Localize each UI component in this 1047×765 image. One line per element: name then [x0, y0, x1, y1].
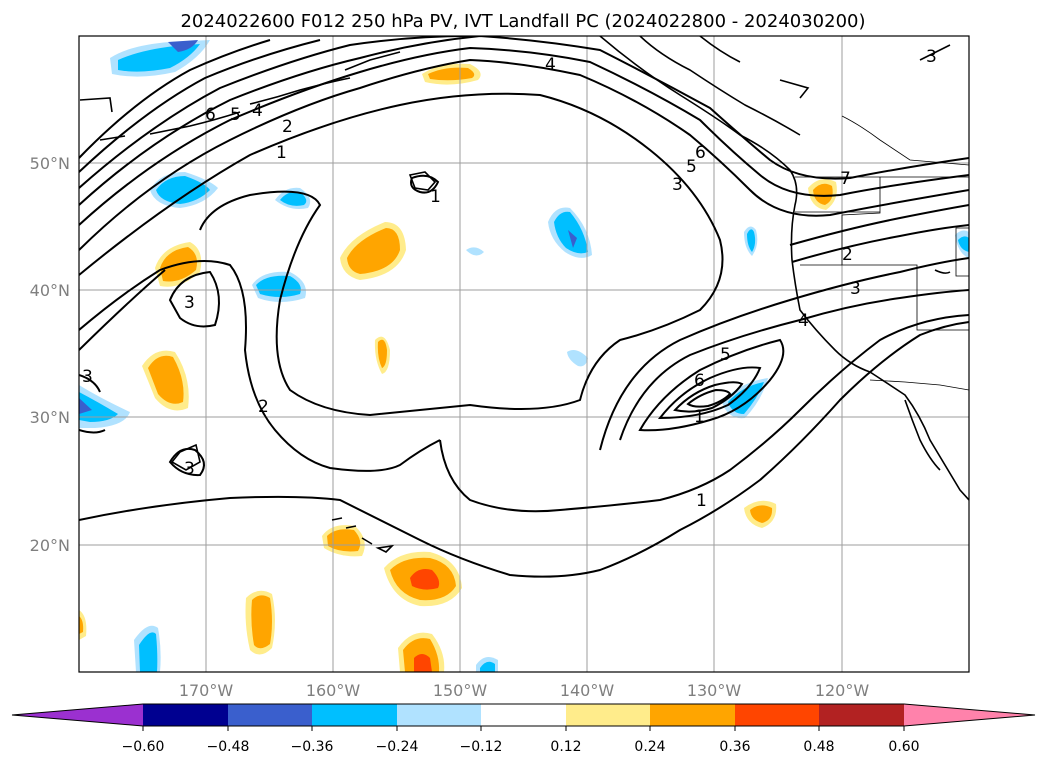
- colorbar-tick-label: −0.24: [376, 739, 419, 755]
- colorbar-tick-label: 0.60: [888, 739, 919, 755]
- contour-label: 4: [545, 55, 556, 75]
- negative-anomaly-patches: [79, 40, 969, 672]
- contour-label: 1: [276, 143, 287, 163]
- contour-label: 1: [696, 491, 707, 511]
- map-content: 6 5 4 2 1 1 4 6 5 3 7 2 3 4 3 2 3 3 6 5 …: [79, 36, 969, 672]
- map-frame: [78, 35, 970, 673]
- colorbar-segment: [566, 704, 650, 726]
- lon-tick-label: 160°W: [306, 681, 361, 700]
- colorbar-segment: [397, 704, 481, 726]
- lat-tick-label: 20°N: [30, 536, 70, 555]
- colorbar-tick-label: 0.24: [634, 739, 665, 755]
- colorbar-tick-label: −0.48: [207, 739, 250, 755]
- contour-label: 6: [695, 143, 706, 163]
- contour-label: 3: [850, 279, 861, 299]
- pv-contours: [79, 36, 969, 578]
- lon-tick-label: 130°W: [687, 681, 742, 700]
- map-title: 2024022600 F012 250 hPa PV, IVT Landfall…: [180, 11, 865, 32]
- contour-label: 3: [82, 367, 93, 387]
- colorbar-segment: [735, 704, 819, 726]
- colorbar-segment: [228, 704, 312, 726]
- colorbar-min-extension: [12, 704, 143, 726]
- contour-label: 3: [672, 175, 683, 195]
- colorbar-tick-label: 0.12: [550, 739, 581, 755]
- contour-labels: 6 5 4 2 1 1 4 6 5 3 7 2 3 4 3 2 3 3 6 5 …: [82, 47, 937, 511]
- lon-tick-label: 170°W: [179, 681, 234, 700]
- latitude-tick-labels: 50°N 40°N 30°N 20°N: [30, 154, 70, 555]
- positive-anomaly-patches: [79, 63, 837, 672]
- colorbar: −0.60 −0.48 −0.36 −0.24 −0.12 0.12 0.24 …: [11, 703, 1036, 755]
- contour-label: 3: [184, 293, 195, 313]
- lon-tick-label: 120°W: [815, 681, 870, 700]
- contour-label: 2: [842, 245, 853, 265]
- colorbar-segment: [312, 704, 397, 726]
- colorbar-max-extension: [904, 704, 1035, 726]
- contour-label: 6: [694, 371, 705, 391]
- colorbar-segment: [481, 704, 566, 726]
- colorbar-tick-label: 0.36: [719, 739, 750, 755]
- lat-tick-label: 30°N: [30, 408, 70, 427]
- contour-label: 4: [798, 311, 809, 331]
- contour-label: 5: [230, 105, 241, 125]
- colorbar-segment: [143, 704, 228, 726]
- colorbar-tick-label: −0.12: [460, 739, 503, 755]
- colorbar-tick-label: 0.48: [803, 739, 834, 755]
- contour-label: 1: [430, 187, 441, 207]
- lon-tick-label: 140°W: [560, 681, 615, 700]
- contour-label: 5: [686, 157, 697, 177]
- contour-label: 6: [205, 105, 216, 125]
- contour-label: 5: [720, 345, 731, 365]
- colorbar-segment: [650, 704, 735, 726]
- lon-tick-label: 150°W: [433, 681, 488, 700]
- longitude-tick-labels: 170°W 160°W 150°W 140°W 130°W 120°W: [179, 681, 870, 700]
- coastlines: [79, 36, 969, 553]
- contour-label: 3: [926, 47, 937, 67]
- contour-label: 2: [258, 397, 269, 417]
- colorbar-segment: [819, 704, 904, 726]
- lat-tick-label: 40°N: [30, 281, 70, 300]
- contour-label: 1: [694, 407, 705, 427]
- gridlines: [79, 36, 969, 672]
- lat-tick-label: 50°N: [30, 154, 70, 173]
- contour-label: 7: [840, 169, 851, 189]
- contour-label: 4: [252, 101, 263, 121]
- colorbar-ticks: [142, 726, 905, 731]
- colorbar-tick-label: −0.60: [122, 739, 165, 755]
- contour-label: 2: [282, 117, 293, 137]
- colorbar-tick-label: −0.36: [291, 739, 334, 755]
- contour-label: 3: [184, 459, 195, 479]
